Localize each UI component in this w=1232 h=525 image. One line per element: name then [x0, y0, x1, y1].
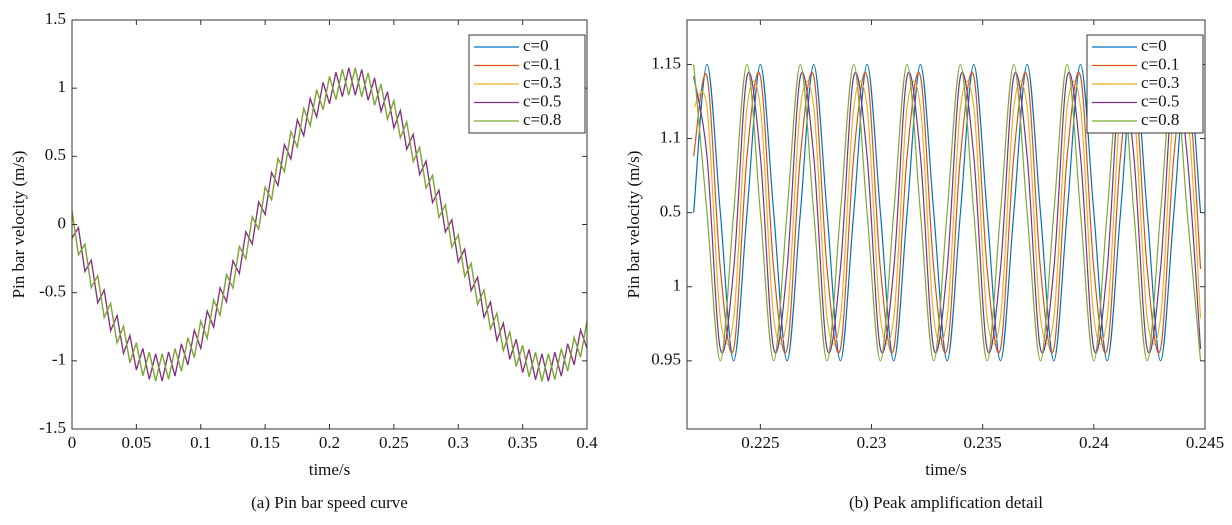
y-tick-label: 0 [58, 213, 67, 232]
x-tick-label: 0 [68, 433, 77, 452]
legend-label: c=0 [523, 36, 549, 55]
x-tick-label: 0.1 [190, 433, 211, 452]
y-tick-label: 1.15 [651, 53, 681, 72]
x-tick-label: 0.3 [448, 433, 469, 452]
y-tick-label: 0.5 [45, 145, 66, 164]
x-axis-label: time/s [925, 460, 967, 479]
series-line [72, 67, 587, 382]
legend-label: c=0.3 [1141, 73, 1179, 92]
legend-label: c=0.1 [523, 54, 561, 73]
caption: (a) Pin bar speed curve [251, 493, 408, 512]
y-tick-label: 1.5 [45, 9, 66, 28]
y-tick-label: 0.95 [651, 350, 681, 369]
legend-label: c=0.8 [523, 110, 561, 129]
x-tick-label: 0.15 [250, 433, 280, 452]
y-tick-label: -1 [52, 350, 66, 369]
caption: (b) Peak amplification detail [849, 493, 1043, 512]
legend-label: c=0.1 [1141, 54, 1179, 73]
y-tick-label: -1.5 [39, 418, 66, 437]
x-tick-label: 0.35 [508, 433, 538, 452]
series-line [693, 72, 1202, 354]
axes-box [686, 19, 1206, 430]
x-axis-label: time/s [309, 460, 351, 479]
x-tick-label: 0.2 [319, 433, 340, 452]
x-tick-label: 0.245 [1186, 433, 1224, 452]
x-tick-label: 0.235 [964, 433, 1002, 452]
y-tick-label: 0.5 [660, 202, 681, 221]
x-tick-label: 0.4 [576, 433, 598, 452]
x-tick-label: 0.23 [857, 433, 887, 452]
legend-label: c=0.3 [523, 73, 561, 92]
x-tick-label: 0.24 [1079, 433, 1109, 452]
x-tick-label: 0.25 [379, 433, 409, 452]
series-line [72, 67, 587, 382]
y-axis-label: Pin bar velocity (m/s) [624, 151, 643, 299]
x-tick-label: 0.225 [741, 433, 779, 452]
y-tick-label: -0.5 [39, 282, 66, 301]
legend-label: c=0 [1141, 36, 1167, 55]
y-tick-label: 1 [58, 77, 67, 96]
legend-label: c=0.8 [1141, 110, 1179, 129]
legend-label: c=0.5 [523, 91, 561, 110]
legend-label: c=0.5 [1141, 91, 1179, 110]
x-tick-label: 0.05 [122, 433, 152, 452]
y-tick-label: 1.1 [660, 127, 681, 146]
series-line [693, 63, 1202, 362]
y-tick-label: 1 [673, 276, 682, 295]
y-axis-label: Pin bar velocity (m/s) [9, 151, 28, 299]
